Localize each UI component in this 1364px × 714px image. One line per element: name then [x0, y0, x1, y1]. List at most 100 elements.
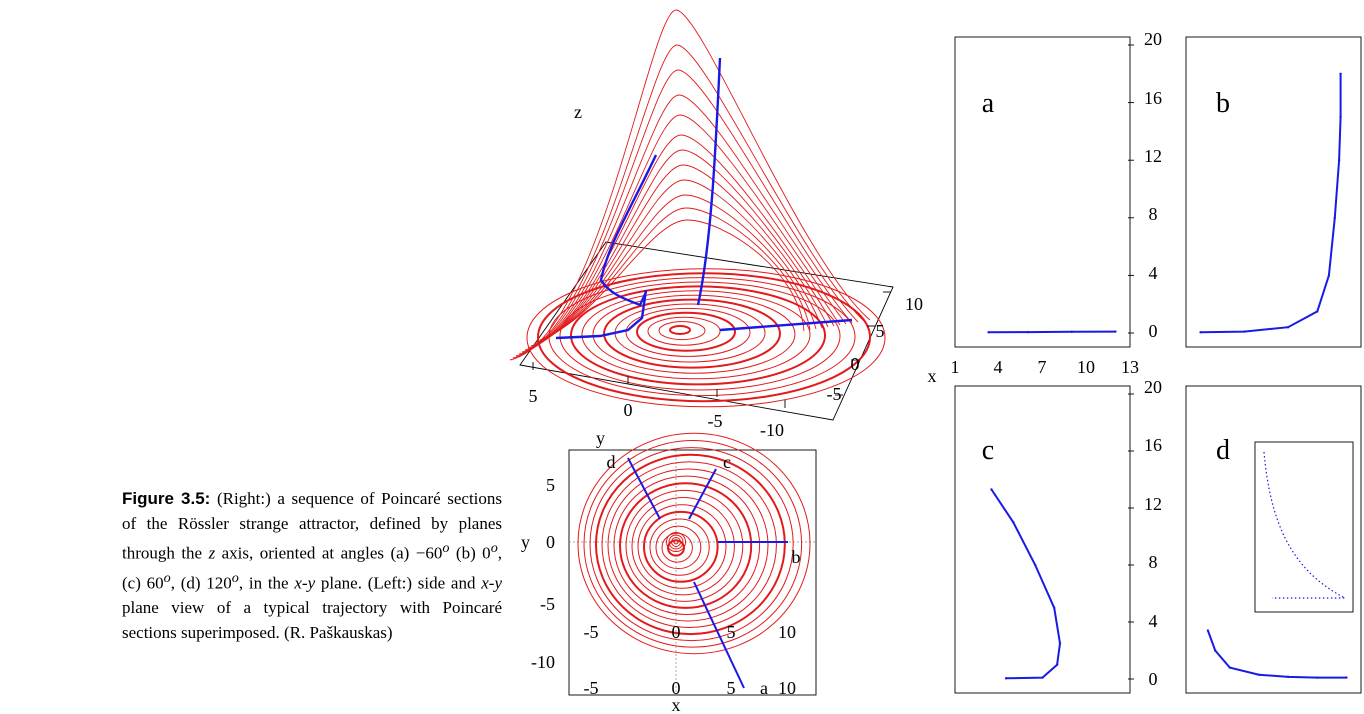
caption-deg: o — [163, 570, 171, 587]
section-line-xy — [627, 457, 661, 520]
trajectory-arch — [509, 9, 871, 361]
xy-x-axis-label: x — [672, 695, 681, 714]
xy-x-tick: -5 — [584, 678, 599, 698]
trajectory-mesh — [509, 9, 871, 361]
trajectory-loop — [636, 311, 736, 352]
trajectory-spiral — [526, 268, 886, 408]
z-tick-bottom: 0 — [1149, 669, 1158, 689]
section-curve — [988, 330, 1116, 334]
trajectory-orbit — [637, 504, 727, 589]
trajectory-arch — [527, 149, 835, 349]
trajectory-orbit — [619, 482, 753, 609]
trajectory-orbit — [577, 432, 811, 655]
z-tick-top: 16 — [1144, 88, 1162, 108]
section-x-tick: 13 — [1121, 357, 1139, 377]
section-point — [987, 331, 990, 334]
xy-x-tick: 5 — [727, 622, 736, 642]
xy-plane-view: a b c d -5 0 5 10 -5 0 5 10 x 5 0 -5 -10… — [521, 432, 817, 714]
trajectory-orbit — [655, 525, 702, 570]
section-point — [1026, 330, 1030, 334]
section-x-axis-label: x — [928, 366, 937, 386]
section-x-tick: 1 — [951, 357, 960, 377]
z-tick-top: 0 — [1149, 321, 1158, 341]
xy-section-lines — [627, 457, 788, 689]
trajectory-arch — [536, 194, 817, 343]
trajectory-orbit — [595, 453, 786, 636]
trajectory-orbit — [607, 468, 769, 622]
trajectory-loop — [559, 281, 841, 391]
caption-text: plane. (Left:) side and — [315, 573, 482, 593]
trajectory-loop — [669, 325, 691, 335]
section-point — [1339, 72, 1342, 76]
section-point — [1339, 115, 1342, 119]
trajectory-core — [668, 534, 684, 550]
section-curve-3d — [719, 318, 853, 332]
section-line-xy — [688, 468, 717, 520]
figure-caption: Figure 3.5: (Right:) a sequence of Poinc… — [122, 487, 502, 645]
z-tick-bottom: 8 — [1149, 552, 1158, 572]
trajectory-core — [673, 539, 679, 545]
xy-x-tick: 10 — [778, 622, 796, 642]
section-label-a: a — [760, 678, 768, 698]
caption-text: axis, oriented at angles (a) −60 — [215, 543, 443, 563]
caption-text: , (d) 120 — [170, 573, 232, 593]
section-point — [1213, 649, 1217, 652]
y-tick-3d: 0 — [624, 400, 633, 420]
section-point — [1327, 274, 1331, 277]
z-tick-top: 4 — [1149, 263, 1158, 283]
panel-label-d: d — [1216, 435, 1230, 466]
section-panel-frame — [954, 385, 1131, 694]
trajectory-orbit — [631, 497, 735, 596]
xy-y-axis-label: y — [521, 532, 530, 552]
trajectory-orbit — [601, 461, 777, 629]
caption-deg: o — [442, 540, 450, 556]
trajectory-loop — [581, 290, 811, 380]
z-tick-top: 20 — [1144, 29, 1162, 49]
xy-y-tick: 0 — [546, 532, 555, 552]
section-panel-frame — [1185, 36, 1362, 348]
section-panel-frame — [954, 36, 1131, 348]
section-point — [1286, 675, 1290, 679]
x-tick-3d: 10 — [905, 294, 923, 314]
inset-curve — [1263, 451, 1346, 599]
section-point — [990, 488, 993, 491]
section-x-tick: 4 — [994, 357, 1003, 377]
trajectory-loop — [647, 316, 721, 346]
section-panel-frame — [1185, 385, 1362, 694]
section-point — [1206, 629, 1210, 632]
section-point — [1337, 159, 1341, 162]
section-point — [1055, 663, 1059, 666]
section-label-d: d — [607, 452, 616, 472]
caption-text: , (c) 60 — [122, 543, 503, 593]
section-x-tick: 10 — [1077, 357, 1095, 377]
xy-y-tick: 5 — [546, 475, 555, 495]
caption-xy: x-y — [481, 573, 502, 593]
x-tick-3d: 5 — [876, 321, 885, 341]
section-curve-3d — [599, 154, 658, 307]
xy-frame — [568, 449, 817, 696]
caption-deg: o — [490, 540, 498, 556]
trajectory-orbit — [661, 532, 693, 563]
section-point — [1316, 676, 1319, 679]
section-point — [1114, 330, 1117, 333]
trajectory-arch — [515, 69, 859, 357]
xy-x-tick: -5 — [584, 622, 599, 642]
panel-label-c: c — [982, 435, 994, 466]
trajectory-loop — [603, 298, 781, 369]
trajectory-arch — [542, 219, 805, 339]
caption-label: Figure 3.5: — [122, 489, 211, 508]
section-point — [1286, 326, 1290, 329]
section-curve-3d — [696, 57, 722, 306]
trajectory-loop — [570, 285, 826, 386]
panel-label-b: b — [1216, 88, 1230, 119]
section-point — [1257, 673, 1261, 676]
z-tick-bottom: 16 — [1144, 435, 1162, 455]
z-axis-label: z — [574, 102, 582, 122]
trajectory-loop — [625, 307, 751, 357]
y-tick-3d: -5 — [708, 411, 723, 431]
z-tick-bottom: 12 — [1144, 494, 1162, 514]
section-lines-3d — [555, 57, 853, 340]
z-tick-top: 12 — [1144, 146, 1162, 166]
y-tick-3d: -10 — [760, 420, 784, 440]
